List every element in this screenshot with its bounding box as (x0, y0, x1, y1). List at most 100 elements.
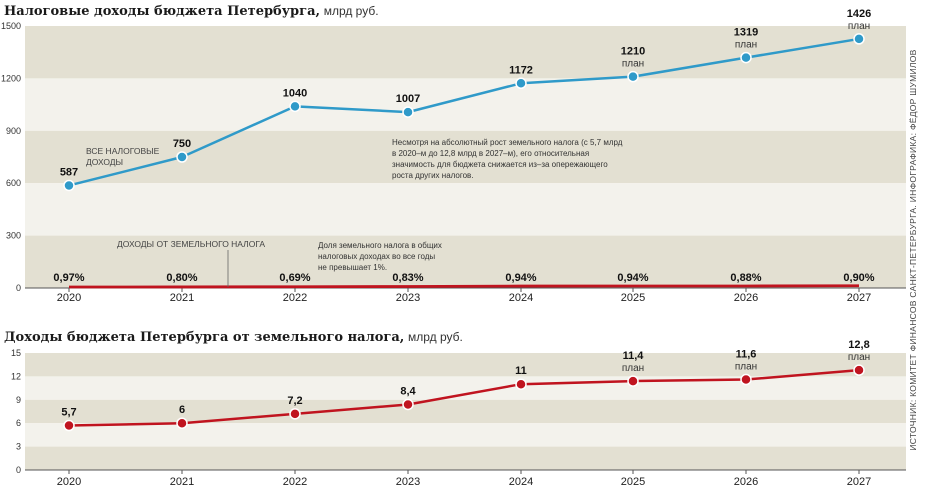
chart2-land-plan-label: план (622, 363, 644, 374)
chart2-band (25, 399, 906, 424)
chart1-x-tick-label: 2025 (621, 292, 645, 304)
chart1-total-point (402, 106, 414, 118)
chart1-annotation-share: налоговых доходах во все годы (318, 252, 435, 261)
chart1-share-label: 0,69% (279, 272, 310, 284)
chart2-land-data-label: 8,4 (400, 385, 416, 397)
chart2-land-point (853, 364, 865, 376)
chart1-share-label: 0,94% (617, 272, 648, 284)
chart2-x-tick-label: 2023 (396, 476, 420, 488)
chart1-y-tick-label: 300 (6, 231, 21, 241)
chart1-x-tick-label: 2022 (283, 292, 307, 304)
chart2-land-data-label: 12,8 (848, 339, 869, 351)
chart2-band (25, 423, 906, 447)
chart2-band (25, 353, 906, 377)
chart2-band (25, 446, 906, 470)
chart1-band (25, 78, 906, 131)
chart2-land-point (740, 373, 752, 386)
chart2-x-tick-label: 2021 (170, 476, 194, 488)
chart1-total-point (740, 51, 752, 64)
chart1-y-tick-label: 1500 (1, 21, 21, 31)
chart1-x-tick-label: 2023 (396, 292, 420, 304)
chart1-total-data-label: 1172 (509, 64, 533, 76)
chart1-annotation-growth: роста других налогов. (392, 171, 474, 180)
chart1-share-label: 0,83% (392, 272, 423, 284)
chart1-annotation-share: Доля земельного налога в общих (318, 241, 442, 250)
chart2-band (25, 376, 906, 400)
chart2-title: Доходы бюджета Петербурга от земельного … (4, 330, 463, 345)
chart1-x-tick-label: 2024 (509, 292, 533, 304)
chart2-y-tick-label: 15 (11, 348, 21, 358)
chart1-y-tick-label: 600 (6, 178, 21, 188)
chart2-y-tick-label: 0 (16, 465, 21, 475)
chart1-total-data-label: 1210 (621, 46, 645, 58)
chart1-total-plan-label: план (622, 59, 644, 70)
chart1-y-tick-label: 1200 (1, 73, 21, 83)
chart2-land-data-label: 7,2 (287, 395, 302, 407)
chart1-total-point (63, 179, 75, 192)
chart1-band (25, 130, 906, 184)
chart1-share-label: 0,94% (505, 272, 536, 284)
chart1-total-plan-label: план (848, 21, 870, 32)
chart1-annotation-growth: значимость для бюджета снижается из–за о… (392, 160, 608, 169)
chart1-x-tick-label: 2020 (57, 292, 81, 304)
chart1-y-tick-label: 900 (6, 126, 21, 136)
chart2-x-tick-label: 2025 (621, 476, 645, 488)
chart2-land-point (402, 398, 414, 411)
chart1-share-label: 0,80% (166, 272, 197, 284)
chart1-land-series-name: ДОХОДЫ ОТ ЗЕМЕЛЬНОГО НАЛОГА (117, 239, 265, 249)
chart2-x-tick-label: 2024 (509, 476, 533, 488)
chart1-title: Налоговые доходы бюджета Петербурга, млр… (4, 4, 379, 19)
chart1-annotation-growth: Несмотря на абсолютный рост земельного н… (392, 138, 623, 147)
chart2-land-data-label: 11,4 (623, 350, 645, 362)
chart2-x-tick-label: 2020 (57, 476, 81, 488)
chart2-land-point (289, 408, 301, 420)
chart2-y-tick-label: 12 (11, 371, 21, 381)
chart2-land-data-label: 11,6 (736, 349, 757, 361)
chart2-y-tick-label: 9 (16, 395, 21, 405)
chart1-total-data-label: 1319 (734, 27, 758, 39)
chart1-total-point (515, 77, 527, 90)
chart1-band (25, 235, 906, 288)
chart1-annotation-growth: в 2020–м до 12,8 млрд в 2027–м), его отн… (392, 149, 589, 158)
chart2-y-tick-label: 3 (16, 442, 21, 452)
chart2-y-tick-label: 6 (16, 418, 21, 428)
chart1-x-tick-label: 2027 (847, 292, 871, 304)
chart1-total-plan-label: план (735, 40, 757, 51)
chart1-total-point (627, 70, 639, 83)
chart1-total-point (289, 100, 301, 113)
chart1-share-label: 0,88% (730, 272, 761, 284)
chart1-x-tick-label: 2021 (170, 292, 194, 304)
chart2-land-point (63, 419, 75, 432)
chart2-land-point (515, 378, 527, 390)
chart2-x-tick-label: 2022 (283, 476, 307, 488)
chart1-total-line (68, 37, 860, 187)
chart2-land-data-label: 5,7 (61, 407, 76, 419)
chart1-total-data-label: 750 (173, 138, 191, 150)
chart2-land-line (68, 368, 860, 427)
chart1-land-line (68, 284, 860, 289)
chart2-x-tick-label: 2027 (847, 476, 871, 488)
chart1-total-data-label: 1007 (396, 93, 420, 105)
chart2-land-point (627, 375, 639, 387)
chart2-land-point (176, 417, 188, 429)
chart1-total-data-label: 587 (60, 166, 78, 178)
chart2-land-data-label: 11 (515, 365, 527, 377)
chart1-total-data-label: 1040 (283, 87, 307, 99)
chart2-land-data-label: 6 (179, 404, 185, 416)
chart1-total-point (176, 151, 188, 163)
chart1-y-tick-label: 0 (16, 283, 21, 293)
chart2-land-plan-label: план (735, 362, 757, 373)
chart1-share-label: 0,97% (53, 272, 84, 284)
chart1-band (25, 26, 906, 79)
chart2-land-plan-label: план (848, 352, 870, 363)
chart1-share-label: 0,90% (843, 272, 874, 284)
chart1-total-series-name: ВСЕ НАЛОГОВЫЕ (86, 146, 160, 156)
chart1-annotation-share: не превышает 1%. (318, 263, 387, 272)
chart1-total-point (853, 33, 865, 45)
chart1-band (25, 183, 906, 236)
chart1-total-data-label: 1426 (847, 8, 871, 20)
chart1-total-series-name: ДОХОДЫ (86, 157, 123, 167)
chart2-x-tick-label: 2026 (734, 476, 758, 488)
chart1-x-tick-label: 2026 (734, 292, 758, 304)
